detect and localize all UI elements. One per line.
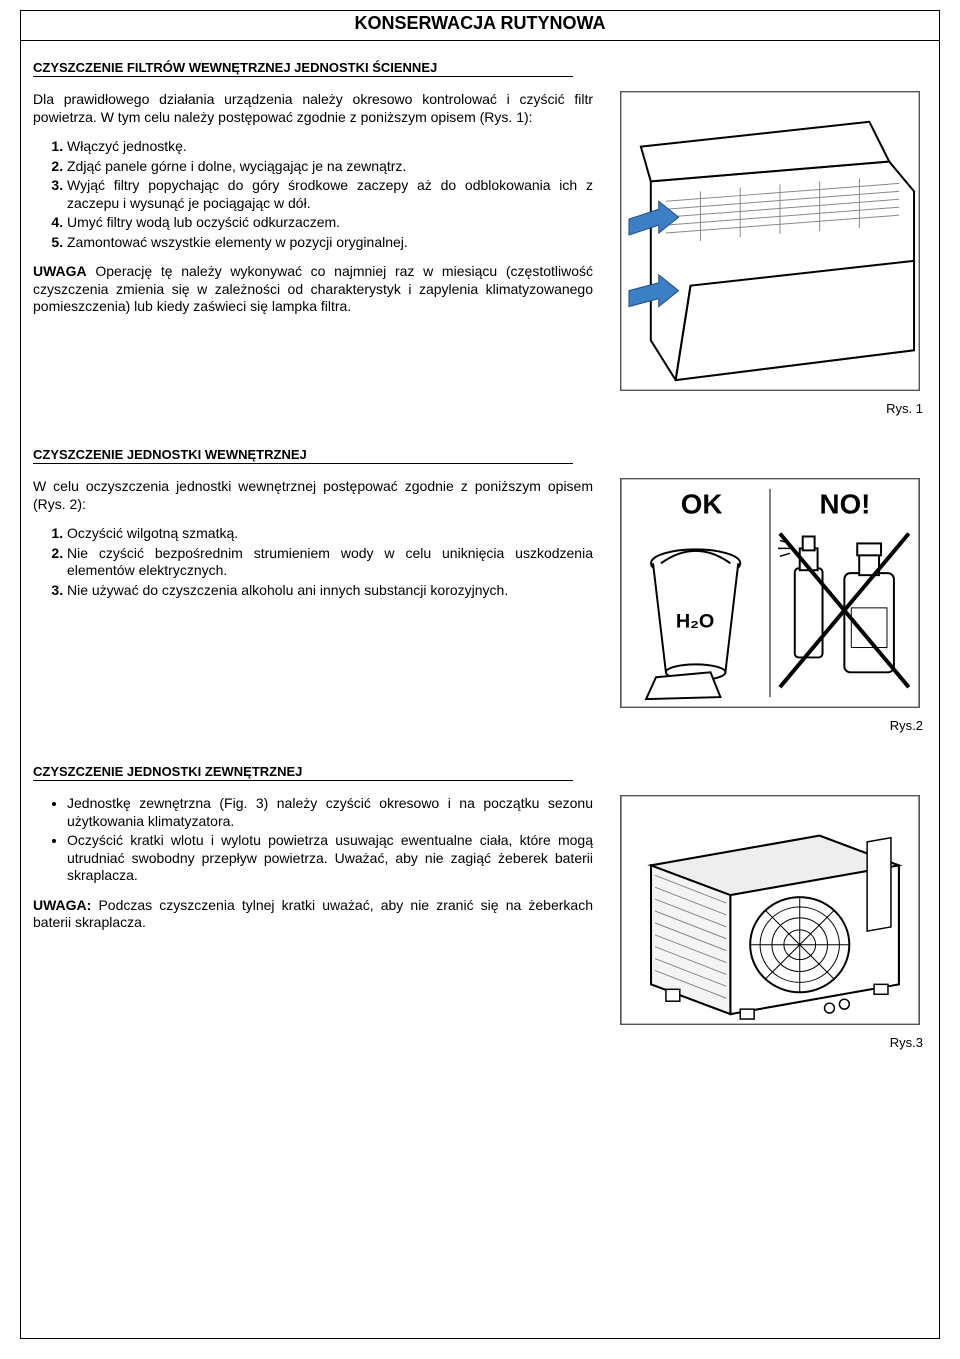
section1-text: Dla prawidłowego działania urządzenia na… — [33, 91, 593, 391]
step-item: Nie czyścić bezpośrednim strumieniem wod… — [67, 545, 593, 580]
figure-1-wall-unit — [620, 91, 920, 391]
step-item: Nie używać do czyszczenia alkoholu ani i… — [67, 582, 593, 600]
section2-text: W celu oczyszczenia jednostki wewnętrzne… — [33, 478, 593, 708]
section3-figure-col — [613, 795, 927, 1025]
section-outdoor-unit-cleaning: CZYSZCZENIE JEDNOSTKI ZEWNĘTRZNEJ Jednos… — [33, 763, 927, 1050]
section1-figure-col — [613, 91, 927, 391]
page-frame: KONSERWACJA RUTYNOWA CZYSZCZENIE FILTRÓW… — [20, 10, 940, 1339]
section3-bullets: Jednostkę zewnętrzna (Fig. 3) należy czy… — [33, 795, 593, 885]
section1-note: UWAGA Operację tę należy wykonywać co na… — [33, 263, 593, 316]
note-label: UWAGA — [33, 263, 87, 279]
bullet-item: Oczyścić kratki wlotu i wylotu powietrza… — [67, 832, 593, 885]
section-indoor-unit-cleaning: CZYSZCZENIE JEDNOSTKI WEWNĘTRZNEJ W celu… — [33, 446, 927, 733]
step-item: Włączyć jednostkę. — [67, 138, 593, 156]
no-label: NO! — [820, 489, 871, 520]
section3-note: UWAGA: Podczas czyszczenia tylnej kratki… — [33, 897, 593, 932]
section3-text: Jednostkę zewnętrzna (Fig. 3) należy czy… — [33, 795, 593, 1025]
section3-heading: CZYSZCZENIE JEDNOSTKI ZEWNĘTRZNEJ — [33, 764, 302, 781]
section1-heading: CZYSZCZENIE FILTRÓW WEWNĘTRZNEJ JEDNOSTK… — [33, 60, 437, 77]
step-item: Wyjąć filtry popychając do góry środkowe… — [67, 177, 593, 212]
note-label: UWAGA: — [33, 897, 91, 913]
section2-heading: CZYSZCZENIE JEDNOSTKI WEWNĘTRZNEJ — [33, 447, 307, 464]
section-filter-cleaning: CZYSZCZENIE FILTRÓW WEWNĘTRZNEJ JEDNOSTK… — [33, 59, 927, 416]
figure3-caption: Rys.3 — [33, 1035, 923, 1050]
h2o-label: H₂O — [676, 611, 715, 633]
ok-label: OK — [681, 489, 723, 520]
section1-intro: Dla prawidłowego działania urządzenia na… — [33, 91, 593, 126]
bullet-item: Jednostkę zewnętrzna (Fig. 3) należy czy… — [67, 795, 593, 830]
figure2-caption: Rys.2 — [33, 718, 923, 733]
step-item: Zdjąć panele górne i dolne, wyciągając j… — [67, 158, 593, 176]
figure1-caption: Rys. 1 — [33, 401, 923, 416]
section2-intro: W celu oczyszczenia jednostki wewnętrzne… — [33, 478, 593, 513]
note-text: Operację tę należy wykonywać co najmniej… — [33, 263, 593, 314]
step-item: Umyć filtry wodą lub oczyścić odkurzacze… — [67, 214, 593, 232]
step-item: Zamontować wszystkie elementy w pozycji … — [67, 234, 593, 252]
section2-steps: Oczyścić wilgotną szmatką. Nie czyścić b… — [33, 525, 593, 599]
note-text: Podczas czyszczenia tylnej kratki uważać… — [33, 897, 593, 931]
figure-3-outdoor-unit — [620, 795, 920, 1025]
step-item: Oczyścić wilgotną szmatką. — [67, 525, 593, 543]
figure-2-ok-no: OK H₂O NO! — [620, 478, 920, 708]
section1-steps: Włączyć jednostkę. Zdjąć panele górne i … — [33, 138, 593, 251]
section2-figure-col: OK H₂O NO! — [613, 478, 927, 708]
page-title: KONSERWACJA RUTYNOWA — [21, 11, 939, 41]
